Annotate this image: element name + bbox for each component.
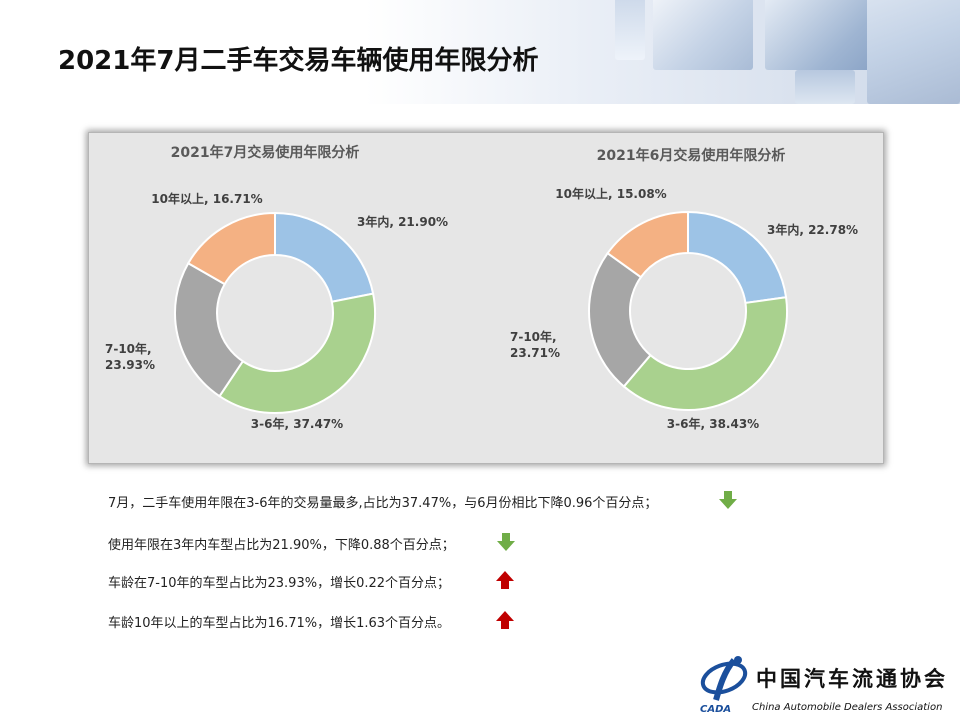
slice-data-label: 7-10年, 23.93% bbox=[105, 341, 155, 372]
note-text: 车龄10年以上的车型占比为16.71%，增长1.63个百分点。 bbox=[108, 616, 451, 631]
donut-charts: 3年内, 21.90% 3-6年, 37.47% 7-10年, 23.93% 10年以上… bbox=[105, 144, 858, 431]
arrow-up-icon bbox=[495, 610, 515, 630]
arrow-down-icon bbox=[496, 532, 516, 552]
slice-data-label: 3-6年, 38.43% bbox=[667, 416, 759, 431]
charts-panel: 3年内, 21.90% 3-6年, 37.47% 7-10年, 23.93% 10年以上… bbox=[88, 132, 884, 464]
decorative-cubes-image bbox=[615, 0, 960, 104]
slice-data-label: 10年以上, 16.71% bbox=[151, 191, 262, 206]
donut-slice bbox=[218, 292, 376, 414]
slice-data-label: 3年内, 22.78% bbox=[767, 222, 858, 237]
donut-slice bbox=[174, 261, 245, 398]
note-text: 使用年限在3年内车型占比为21.90%，下降0.88个百分点； bbox=[108, 538, 455, 553]
slice-data-label: 7-10年, 23.71% bbox=[510, 329, 560, 360]
cada-emblem-icon: CADA 中国汽车流通协会 China Automobile Dealers A… bbox=[700, 656, 948, 715]
note-text: 7月，二手车使用年限在3-6年的交易量最多,占比为37.47%，与6月份相比下降… bbox=[108, 496, 658, 511]
donut-slice bbox=[606, 210, 689, 279]
arrow-down-icon bbox=[718, 490, 738, 510]
logo-name-cn: 中国汽车流通协会 bbox=[756, 667, 948, 691]
chart-title: 2021年6月交易使用年限分析 bbox=[597, 147, 786, 164]
arrow-up-icon bbox=[495, 570, 515, 590]
header-banner: 2021年7月二手车交易车辆使用年限分析 bbox=[0, 0, 960, 104]
logo-abbr: CADA bbox=[700, 704, 731, 715]
chart-title: 2021年7月交易使用年限分析 bbox=[171, 144, 360, 161]
slice-data-label: 3-6年, 37.47% bbox=[251, 416, 343, 431]
page-title: 2021年7月二手车交易车辆使用年限分析 bbox=[58, 46, 539, 76]
logo-name-en: China Automobile Dealers Association bbox=[752, 702, 942, 713]
slice-data-label: 10年以上, 15.08% bbox=[555, 186, 666, 201]
donut-slice bbox=[622, 296, 788, 411]
donut-slice bbox=[186, 211, 276, 286]
note-text: 车龄在7-10年的车型占比为23.93%，增长0.22个百分点； bbox=[108, 576, 451, 591]
slice-data-label: 3年内, 21.90% bbox=[357, 214, 448, 229]
cada-logo: CADA 中国汽车流通协会 China Automobile Dealers A… bbox=[694, 654, 956, 716]
